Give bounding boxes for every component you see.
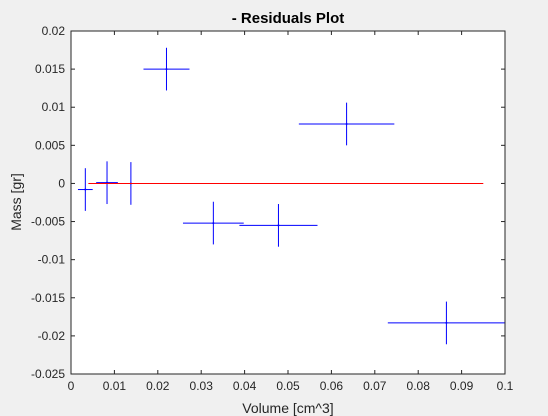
y-tick-label: 0.01 bbox=[42, 100, 66, 114]
data-point bbox=[239, 204, 318, 247]
y-tick-label: -0.02 bbox=[38, 329, 66, 343]
point-marker bbox=[212, 222, 215, 225]
data-point bbox=[298, 102, 395, 146]
x-tick-label: 0.02 bbox=[146, 379, 170, 393]
point-marker bbox=[277, 224, 280, 227]
y-tick-label: -0.015 bbox=[31, 291, 65, 305]
x-tick-label: 0.04 bbox=[233, 379, 257, 393]
x-tick-label: 0.07 bbox=[363, 379, 387, 393]
data-point bbox=[143, 47, 190, 91]
axes-background bbox=[71, 31, 505, 374]
y-tick-label: 0 bbox=[58, 176, 65, 190]
x-tick-label: 0.1 bbox=[497, 379, 514, 393]
point-marker bbox=[84, 188, 87, 191]
y-tick-label: 0.005 bbox=[35, 138, 65, 152]
chart-title: - Residuals Plot bbox=[232, 10, 345, 27]
x-tick-label: 0.06 bbox=[320, 379, 344, 393]
y-axis-ticks: 0.02 0.015 0.01 0.005 0 -0.005 -0.01 -0.015 -0.0… bbox=[31, 24, 505, 381]
data-point bbox=[77, 168, 93, 211]
point-marker bbox=[345, 122, 348, 125]
y-axis-label: Mass [gr] bbox=[8, 173, 24, 231]
y-tick-label: 0.02 bbox=[42, 24, 66, 38]
data-point bbox=[387, 301, 505, 345]
y-tick-label: -0.025 bbox=[31, 367, 65, 381]
x-axis-label: Volume [cm^3] bbox=[242, 400, 333, 416]
x-tick-label: 0.05 bbox=[276, 379, 300, 393]
point-marker bbox=[445, 321, 448, 324]
x-tick-label: 0 bbox=[68, 379, 75, 393]
point-marker bbox=[165, 68, 168, 71]
x-axis-ticks: 0 0.01 0.02 0.03 0.04 0.05 0.06 0.07 0.08 0.09 0.1 bbox=[68, 31, 514, 393]
x-tick-label: 0.01 bbox=[103, 379, 127, 393]
y-tick-label: -0.005 bbox=[31, 215, 65, 229]
x-tick-label: 0.03 bbox=[190, 379, 214, 393]
x-tick-label: 0.09 bbox=[450, 379, 474, 393]
data-point bbox=[182, 201, 244, 245]
y-tick-label: 0.015 bbox=[35, 62, 65, 76]
x-tick-label: 0.08 bbox=[407, 379, 431, 393]
y-tick-label: -0.01 bbox=[38, 253, 66, 267]
